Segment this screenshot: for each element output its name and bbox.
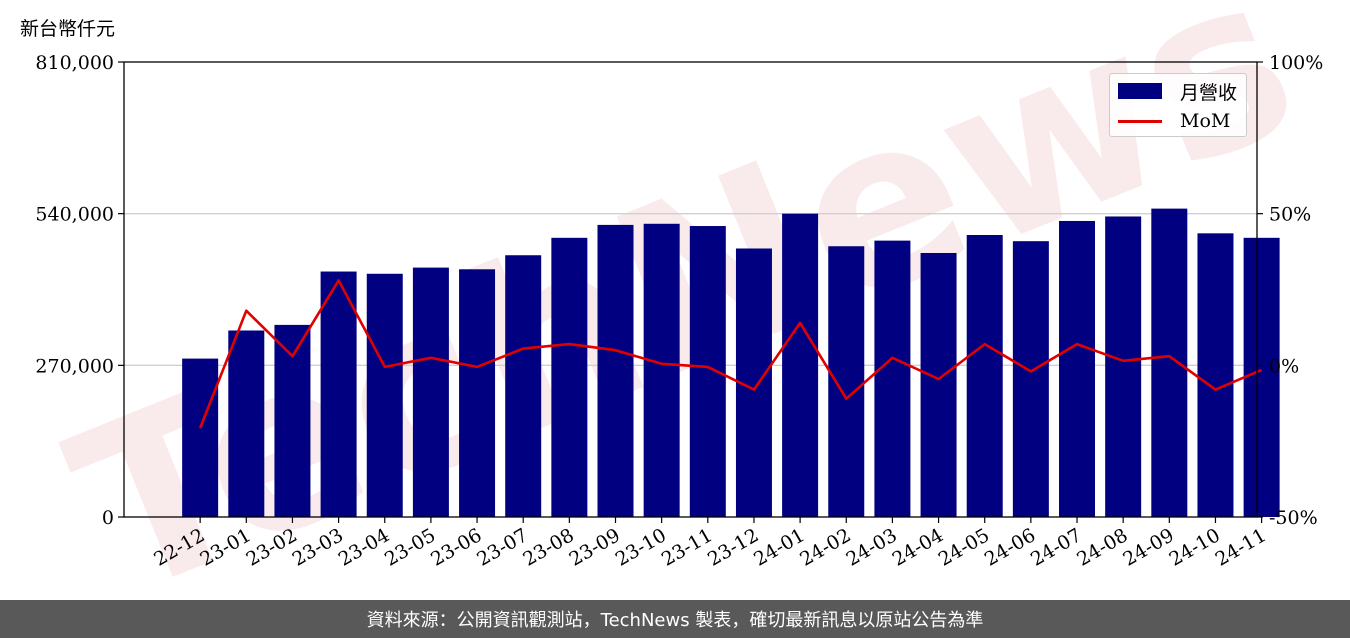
revenue-bar xyxy=(1197,233,1234,518)
legend: 月營收 MoM xyxy=(1109,73,1247,137)
x-tick-label: 23-09 xyxy=(566,524,624,570)
x-tick-label: 24-10 xyxy=(1166,524,1224,570)
x-tick-label: 24-05 xyxy=(935,524,993,570)
legend-label-line: MoM xyxy=(1180,110,1231,132)
source-footer: 資料來源：公開資訊觀測站，TechNews 製表，確切最新訊息以原站公告為準 xyxy=(0,600,1350,638)
revenue-bar xyxy=(1243,237,1280,517)
left-y-tick-label: 270,000 xyxy=(35,355,114,377)
x-tick-label: 24-07 xyxy=(1027,524,1085,570)
revenue-bar xyxy=(874,240,911,517)
revenue-bar xyxy=(459,269,496,517)
revenue-bar xyxy=(643,223,680,517)
right-y-tick-label: -50% xyxy=(1269,507,1318,529)
x-tick-label: 24-04 xyxy=(889,524,947,570)
revenue-bar xyxy=(597,224,634,517)
left-y-axis: 0 270,000 540,000 810,000 xyxy=(35,52,124,529)
revenue-bar xyxy=(1105,216,1142,517)
mom-line xyxy=(198,279,1263,429)
x-tick-label: 23-07 xyxy=(473,524,531,570)
x-tick-label: 24-11 xyxy=(1212,524,1270,570)
revenue-bar xyxy=(274,324,311,517)
x-tick-label: 23-11 xyxy=(658,524,716,570)
revenue-bar xyxy=(412,267,449,517)
revenue-bar xyxy=(920,252,957,517)
revenue-bar xyxy=(505,255,542,518)
x-tick-label: 24-09 xyxy=(1119,524,1177,570)
x-tick-label: 24-03 xyxy=(842,524,900,570)
revenue-bar xyxy=(782,213,819,517)
plot-frame xyxy=(123,61,1258,518)
x-tick-label: 24-02 xyxy=(796,524,854,570)
x-tick-label: 24-01 xyxy=(750,524,808,570)
x-tick-label: 23-10 xyxy=(612,524,670,570)
right-y-tick-label: 50% xyxy=(1269,204,1311,226)
x-tick-label: 23-12 xyxy=(704,524,762,570)
revenue-bar xyxy=(366,273,403,517)
left-y-tick-label: 540,000 xyxy=(35,204,114,226)
left-y-tick-label: 810,000 xyxy=(35,52,114,74)
x-tick-label: 23-08 xyxy=(519,524,577,570)
revenue-bar xyxy=(1012,241,1049,518)
legend-item-bar: 月營收 xyxy=(1118,77,1237,105)
revenue-bar xyxy=(182,358,219,517)
revenue-bar xyxy=(1059,220,1096,518)
revenue-bar xyxy=(828,246,865,517)
right-y-axis: -50% 0% 50% 100% xyxy=(1257,52,1323,529)
legend-label-bar: 月營收 xyxy=(1180,81,1238,104)
legend-swatch-line xyxy=(1118,119,1162,123)
revenue-bar xyxy=(966,235,1003,518)
legend-item-line: MoM xyxy=(1118,107,1230,135)
x-tick-label: 24-08 xyxy=(1073,524,1131,570)
unit-label: 新台幣仟元 xyxy=(20,18,116,40)
x-tick-label: 23-06 xyxy=(427,524,485,570)
bar-series xyxy=(182,208,1280,518)
legend-swatch-bar xyxy=(1118,83,1162,99)
right-y-tick-label: 100% xyxy=(1269,52,1323,74)
left-y-tick-label: 0 xyxy=(102,507,114,529)
revenue-bar xyxy=(1151,208,1188,517)
mom-line-series xyxy=(198,279,1263,429)
revenue-bar xyxy=(320,271,357,517)
revenue-bar xyxy=(228,330,265,517)
right-y-tick-label: 0% xyxy=(1269,355,1299,377)
revenue-bar xyxy=(551,237,588,517)
revenue-bar xyxy=(689,226,726,517)
x-tick-label: 24-06 xyxy=(981,524,1039,570)
